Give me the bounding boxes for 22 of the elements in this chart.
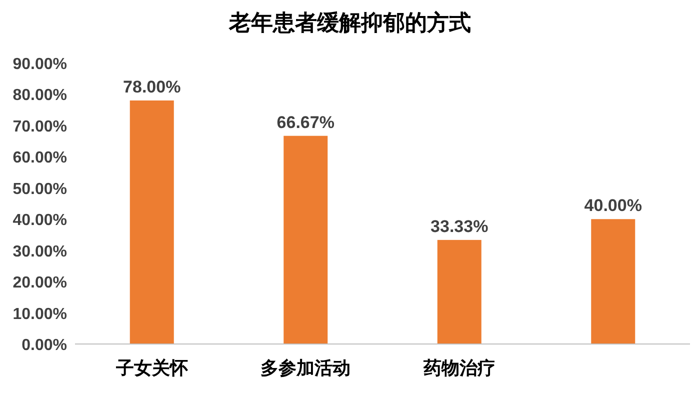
y-tick-label: 20.00% (12, 274, 67, 292)
chart-title: 老年患者缓解抑郁的方式 (228, 10, 471, 35)
data-label: 40.00% (584, 196, 642, 216)
x-tick-label: 子女关怀 (114, 358, 189, 378)
y-tick-label: 80.00% (12, 87, 67, 104)
y-tick-label: 90.00% (12, 56, 67, 73)
y-tick-label: 0.00% (22, 337, 67, 354)
bar (437, 240, 482, 344)
y-tick-label: 50.00% (12, 180, 67, 198)
data-label: 33.33% (430, 216, 488, 236)
y-tick-label: 10.00% (12, 306, 67, 323)
y-tick-label: 40.00% (12, 212, 67, 230)
bar (591, 219, 636, 344)
y-tick-label: 60.00% (12, 150, 67, 167)
bar (284, 136, 328, 344)
x-tick-label: 药物治疗 (422, 358, 496, 378)
data-label: 78.00% (123, 77, 181, 96)
y-tick-label: 70.00% (12, 118, 67, 136)
data-label: 66.67% (276, 112, 334, 132)
bar (130, 100, 174, 344)
x-tick-label: 多参加活动 (260, 358, 351, 378)
y-tick-label: 30.00% (12, 243, 67, 260)
